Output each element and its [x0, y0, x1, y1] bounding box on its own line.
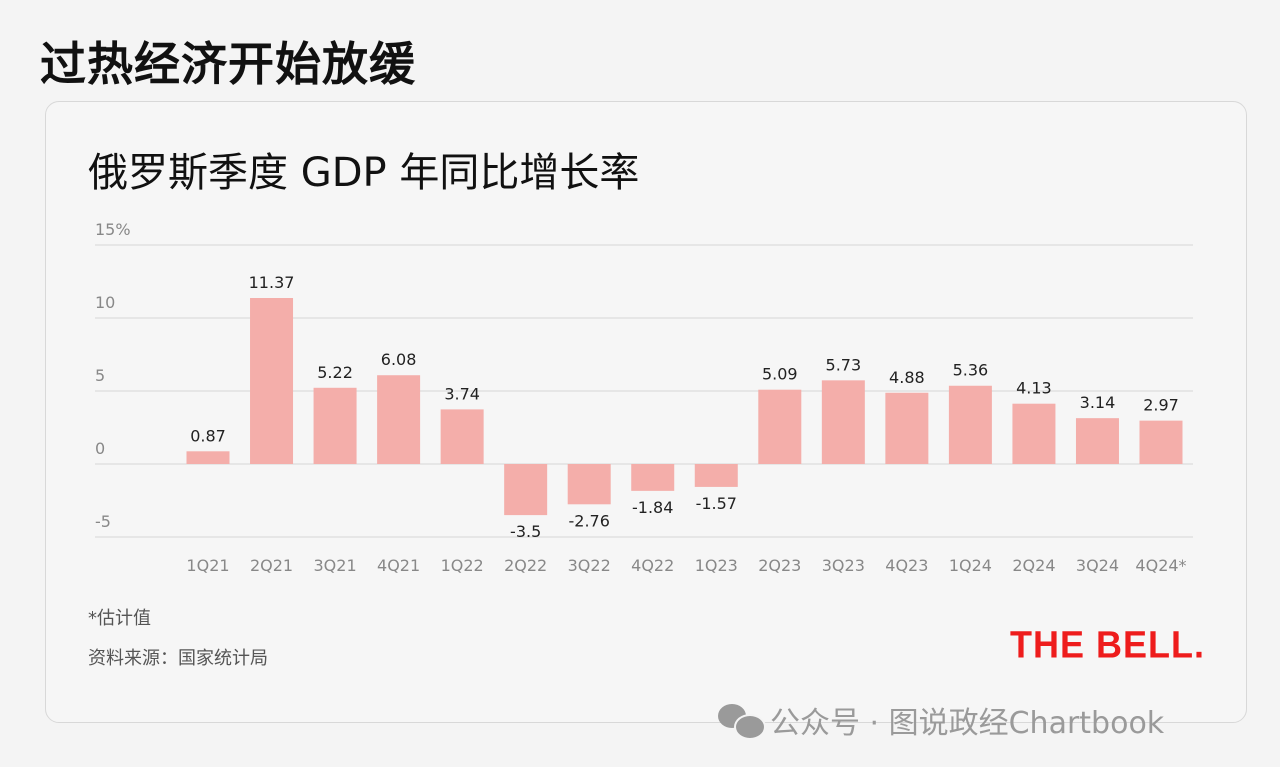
x-tick-label: 3Q22 [568, 556, 611, 575]
data-label: 0.87 [190, 426, 226, 445]
bar [1075, 418, 1119, 464]
data-label: 5.22 [317, 363, 353, 382]
data-label: 4.13 [1016, 379, 1052, 398]
y-tick-label: 5 [95, 366, 105, 385]
data-label: 5.73 [826, 355, 862, 374]
y-tick-label: 10 [95, 293, 115, 312]
watermark-text: 公众号 · 图说政经Chartbook [770, 706, 1165, 741]
data-label: 5.36 [953, 361, 989, 380]
x-tick-label: 3Q23 [822, 556, 865, 575]
data-label: -1.57 [696, 494, 737, 513]
data-label: -2.76 [568, 511, 609, 530]
bar [567, 464, 611, 505]
bar [313, 387, 357, 464]
x-tick-label: 1Q21 [186, 556, 229, 575]
bar [694, 464, 738, 487]
headline: 过热经济开始放缓 [40, 37, 416, 91]
bar [1139, 420, 1183, 464]
data-label: -1.84 [632, 498, 673, 517]
x-tick-label: 2Q24 [1012, 556, 1055, 575]
x-tick-label: 2Q23 [758, 556, 801, 575]
x-tick-label: 3Q21 [313, 556, 356, 575]
x-tick-label: 3Q24 [1076, 556, 1119, 575]
x-tick-label: 4Q24* [1135, 556, 1186, 575]
bar [948, 385, 992, 464]
bar [377, 375, 421, 464]
bar [1012, 403, 1056, 464]
x-tick-label: 1Q22 [441, 556, 484, 575]
x-tick-label: 4Q22 [631, 556, 674, 575]
data-label: 3.74 [444, 384, 480, 403]
y-tick-label: 15% [95, 220, 131, 239]
footnote: *估计值 [88, 608, 151, 629]
y-tick-label: -5 [95, 512, 111, 531]
x-tick-label: 1Q23 [695, 556, 738, 575]
x-tick-label: 1Q24 [949, 556, 992, 575]
data-label: 6.08 [381, 350, 417, 369]
bar [885, 392, 929, 464]
x-tick-label: 4Q23 [885, 556, 928, 575]
x-tick-label: 2Q22 [504, 556, 547, 575]
the-bell-logo: THE BELL. [1010, 622, 1205, 666]
data-label: 3.14 [1080, 393, 1116, 412]
bar [758, 389, 802, 464]
data-label: 2.97 [1143, 396, 1179, 415]
watermark: 公众号 · 图说政经Chartbook [718, 698, 1164, 742]
bar [186, 451, 230, 464]
source-note: 资料来源：国家统计局 [88, 648, 268, 669]
data-label: -3.5 [510, 522, 541, 541]
data-label: 5.09 [762, 365, 798, 384]
bar [440, 409, 484, 464]
bar [631, 464, 675, 491]
data-label: 4.88 [889, 368, 925, 387]
wechat-icon [718, 704, 766, 740]
chart-title: 俄罗斯季度 GDP 年同比增长率 [88, 150, 640, 196]
bar [504, 464, 548, 516]
x-tick-label: 2Q21 [250, 556, 293, 575]
bar [821, 380, 865, 464]
bar [250, 297, 294, 464]
y-tick-label: 0 [95, 439, 105, 458]
data-label: 11.37 [249, 273, 295, 292]
x-tick-label: 4Q21 [377, 556, 420, 575]
